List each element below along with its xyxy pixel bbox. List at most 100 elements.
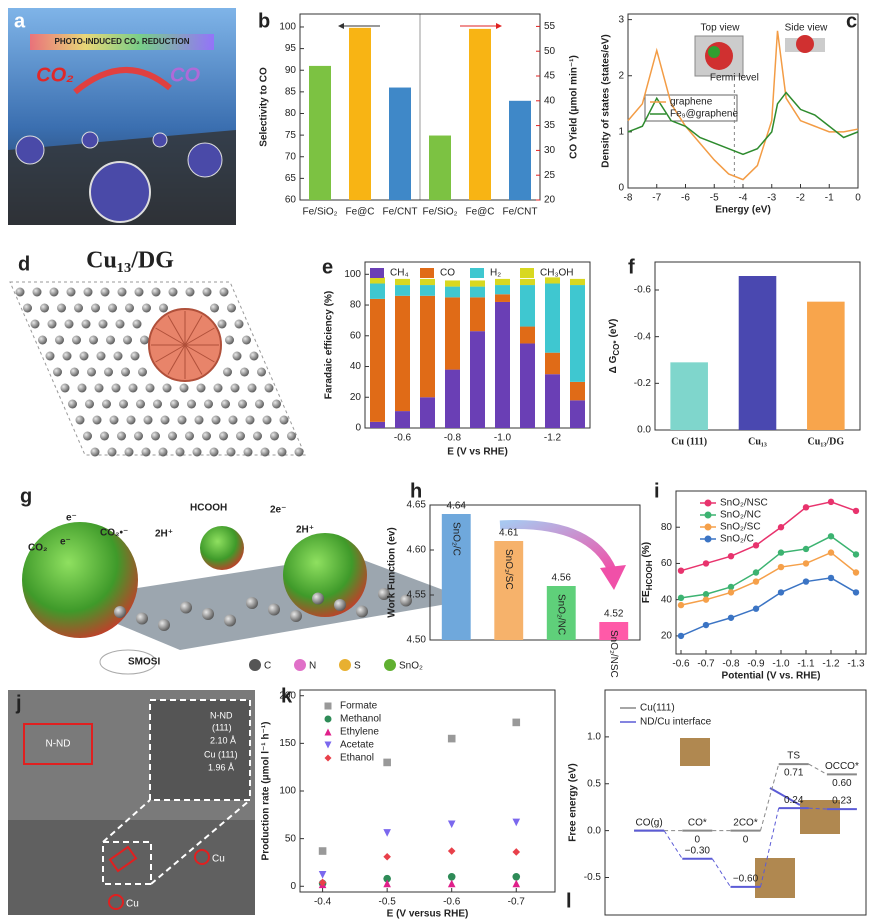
data-point	[853, 569, 859, 575]
x-tick-label: -4	[739, 193, 748, 204]
atom	[180, 384, 189, 393]
value-label: 0.24	[784, 795, 804, 806]
atom	[153, 400, 162, 409]
y2-tick-label: 20	[544, 195, 556, 206]
scheme-label: HCOOH	[190, 503, 227, 514]
y-tick-label: 4.55	[407, 590, 427, 601]
bar	[739, 276, 777, 430]
x-tick-label: Fe/CNT	[383, 207, 418, 218]
data-point	[853, 551, 859, 557]
scheme-label: e⁻	[66, 513, 77, 524]
legend-label: N	[309, 661, 316, 672]
atom	[161, 416, 170, 425]
atom	[125, 304, 134, 313]
atom	[278, 448, 287, 457]
bar-segment	[420, 279, 435, 285]
data-point	[828, 549, 834, 555]
atom	[72, 336, 81, 345]
y-tick-label: 0.0	[637, 425, 651, 436]
legend-label: Fe₉@graphene	[670, 109, 738, 120]
atom	[295, 448, 304, 457]
y2-tick-label: 35	[544, 120, 556, 131]
atom	[244, 448, 253, 457]
atom	[135, 288, 144, 297]
data-point	[383, 759, 391, 767]
atom	[210, 304, 219, 313]
data-point	[778, 589, 784, 595]
atom	[117, 432, 126, 441]
atom	[87, 368, 96, 377]
legend-swatch	[294, 659, 306, 671]
atom	[131, 352, 140, 361]
y-tick-label: 80	[285, 108, 297, 119]
panel-label: b	[258, 10, 270, 32]
atom	[193, 448, 202, 457]
atom	[142, 304, 151, 313]
panel-label: l	[566, 890, 572, 912]
atom	[253, 432, 262, 441]
y-tick-label: -0.2	[634, 378, 652, 389]
data-point	[753, 606, 759, 612]
x-tick-label: Fe/SiO₂	[303, 207, 338, 218]
ylabel: Selectivity to CO	[259, 67, 270, 147]
x-tick-label: -6	[681, 193, 690, 204]
legend-label: H₂	[490, 268, 501, 279]
data-point	[678, 567, 684, 573]
atom	[231, 384, 240, 393]
data-point	[778, 549, 784, 555]
xlabel: Potential (V vs. RHE)	[722, 671, 821, 682]
y2-tick-label: 40	[544, 95, 556, 106]
x-tick-label: -5	[710, 193, 719, 204]
x-tick-label: -0.5	[379, 897, 397, 908]
atom	[224, 615, 236, 627]
y-tick-label: 20	[661, 631, 673, 642]
legend-label: SnO₂/SC	[720, 522, 761, 533]
legend-swatch	[339, 659, 351, 671]
atom	[265, 384, 274, 393]
atom	[104, 368, 113, 377]
label-part: Δ G	[608, 355, 619, 373]
atom	[227, 448, 236, 457]
bar	[469, 29, 491, 200]
y-tick-label: -0.5	[584, 872, 602, 883]
atom	[123, 336, 132, 345]
y-tick-label: 60	[661, 558, 673, 569]
legend-swatch	[325, 703, 332, 710]
atom	[76, 416, 85, 425]
atom	[204, 400, 213, 409]
legend-label: ND/Cu interface	[640, 717, 712, 728]
atom	[261, 448, 270, 457]
legend-label: CH₄	[390, 268, 409, 279]
legend-label: SnO₂/NC	[720, 510, 761, 521]
data-point	[448, 873, 456, 881]
bar	[309, 66, 331, 200]
atom	[152, 288, 161, 297]
cluster	[708, 46, 720, 58]
y-tick-label: 150	[279, 738, 296, 749]
y-tick-label: 90	[285, 65, 297, 76]
data-point	[678, 602, 684, 608]
level-label: 2CO*	[733, 817, 758, 828]
structure-title: Cu₁₃/DG	[86, 248, 174, 274]
annotation: Top view	[701, 23, 741, 34]
x-tick-label: -1.0	[772, 659, 790, 670]
legend-label: C	[264, 661, 271, 672]
bar	[670, 362, 708, 430]
atom	[197, 384, 206, 393]
atom	[114, 352, 123, 361]
panel-label: i	[654, 480, 660, 502]
x-tick-label: -0.6	[672, 659, 690, 670]
bar-segment	[445, 370, 460, 428]
legend-label: Ethanol	[340, 753, 374, 764]
panel-label: c	[846, 10, 857, 32]
atom	[159, 448, 168, 457]
bar	[389, 88, 411, 200]
bar-segment	[370, 277, 385, 283]
scheme-label: CO₂•⁻	[100, 528, 128, 539]
atom	[178, 416, 187, 425]
scheme-label: 2H⁺	[155, 529, 173, 540]
atom	[272, 400, 281, 409]
sno2-particle	[283, 533, 367, 617]
atom	[99, 320, 108, 329]
bar-segment	[570, 382, 585, 400]
